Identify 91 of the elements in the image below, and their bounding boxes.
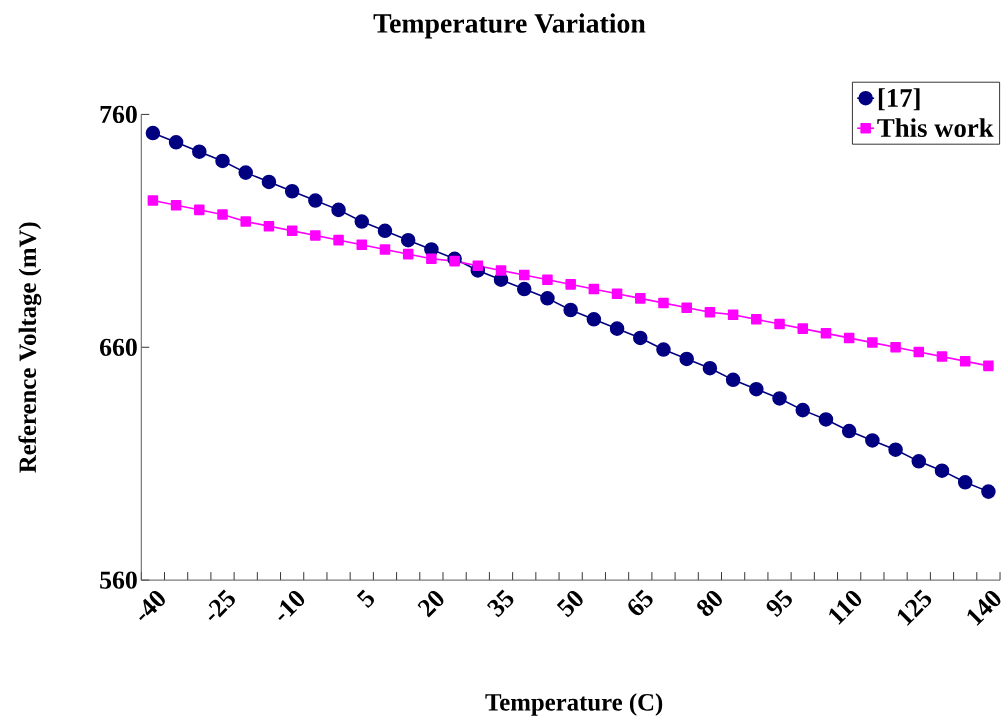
point bbox=[656, 342, 671, 357]
point bbox=[170, 199, 182, 211]
x-tick-label: 95 bbox=[766, 589, 792, 617]
point bbox=[147, 195, 159, 206]
point bbox=[377, 223, 393, 238]
point bbox=[774, 318, 785, 330]
x-tick-label: 140 bbox=[967, 590, 1001, 626]
point bbox=[934, 463, 950, 478]
point bbox=[308, 193, 323, 208]
chart-title: Temperature Variation bbox=[373, 13, 646, 39]
point bbox=[749, 381, 764, 397]
point bbox=[331, 202, 346, 217]
point bbox=[702, 360, 718, 376]
point bbox=[516, 281, 532, 297]
point bbox=[449, 255, 460, 267]
x-tick-label: 110 bbox=[829, 590, 862, 625]
point bbox=[772, 391, 787, 406]
point bbox=[472, 260, 484, 271]
y-tick-label: 560 bbox=[100, 571, 137, 589]
point bbox=[635, 292, 646, 304]
x-tick-label: 125 bbox=[897, 589, 932, 626]
x-tick-label: -10 bbox=[278, 590, 305, 620]
point bbox=[818, 411, 834, 427]
point bbox=[611, 288, 623, 299]
point bbox=[983, 360, 994, 371]
point bbox=[217, 209, 228, 220]
point bbox=[911, 453, 927, 469]
x-tick-label: -40 bbox=[139, 590, 165, 620]
point bbox=[841, 423, 857, 439]
point bbox=[240, 216, 252, 227]
x-tick-label: 5 bbox=[356, 589, 374, 608]
point bbox=[194, 204, 205, 215]
point bbox=[704, 306, 716, 318]
point bbox=[145, 125, 161, 141]
point bbox=[588, 283, 600, 295]
y-tick-label: 760 bbox=[100, 105, 137, 123]
point bbox=[888, 442, 903, 457]
x-tick-label: 80 bbox=[697, 590, 722, 616]
point bbox=[679, 351, 694, 366]
point bbox=[333, 234, 344, 246]
point bbox=[957, 474, 973, 490]
point bbox=[402, 248, 414, 260]
point bbox=[727, 309, 739, 320]
point bbox=[865, 432, 880, 448]
point bbox=[797, 323, 809, 334]
point bbox=[609, 321, 625, 336]
point bbox=[867, 337, 878, 348]
point bbox=[913, 346, 925, 357]
point bbox=[168, 134, 184, 150]
point bbox=[820, 327, 832, 339]
point bbox=[563, 302, 578, 318]
legend-label: [17] bbox=[878, 87, 920, 111]
point bbox=[286, 225, 298, 236]
y-tick-label: 660 bbox=[100, 338, 137, 356]
point bbox=[400, 232, 416, 248]
point bbox=[633, 330, 648, 346]
x-tick-label: 20 bbox=[417, 590, 444, 618]
point bbox=[795, 402, 811, 418]
point bbox=[379, 244, 391, 255]
point bbox=[843, 332, 855, 344]
point bbox=[215, 153, 230, 169]
y-axis-title: Reference Voltage (mV) bbox=[18, 222, 42, 473]
point bbox=[936, 351, 948, 362]
point bbox=[238, 165, 253, 180]
point bbox=[751, 313, 762, 325]
point bbox=[263, 220, 275, 232]
point bbox=[725, 372, 741, 387]
point bbox=[540, 290, 555, 306]
x-tick-label: -25 bbox=[208, 589, 235, 620]
point bbox=[959, 355, 971, 367]
point bbox=[356, 239, 368, 250]
point bbox=[890, 341, 901, 353]
point bbox=[542, 274, 553, 285]
point bbox=[518, 269, 530, 281]
point bbox=[261, 174, 277, 190]
x-tick-label: 50 bbox=[556, 590, 583, 618]
point bbox=[586, 311, 602, 327]
point bbox=[354, 214, 370, 229]
point bbox=[192, 144, 207, 159]
point bbox=[658, 297, 669, 309]
x-axis-title: Temperature (C) bbox=[485, 693, 663, 716]
point bbox=[495, 264, 507, 276]
x-tick-label: 65 bbox=[628, 589, 653, 615]
point bbox=[681, 302, 692, 313]
point bbox=[310, 230, 321, 241]
point bbox=[565, 278, 576, 290]
legend-label: This work bbox=[877, 117, 994, 137]
x-tick-label: 35 bbox=[487, 589, 514, 618]
point bbox=[284, 183, 300, 199]
point bbox=[981, 484, 996, 499]
point bbox=[426, 253, 437, 264]
